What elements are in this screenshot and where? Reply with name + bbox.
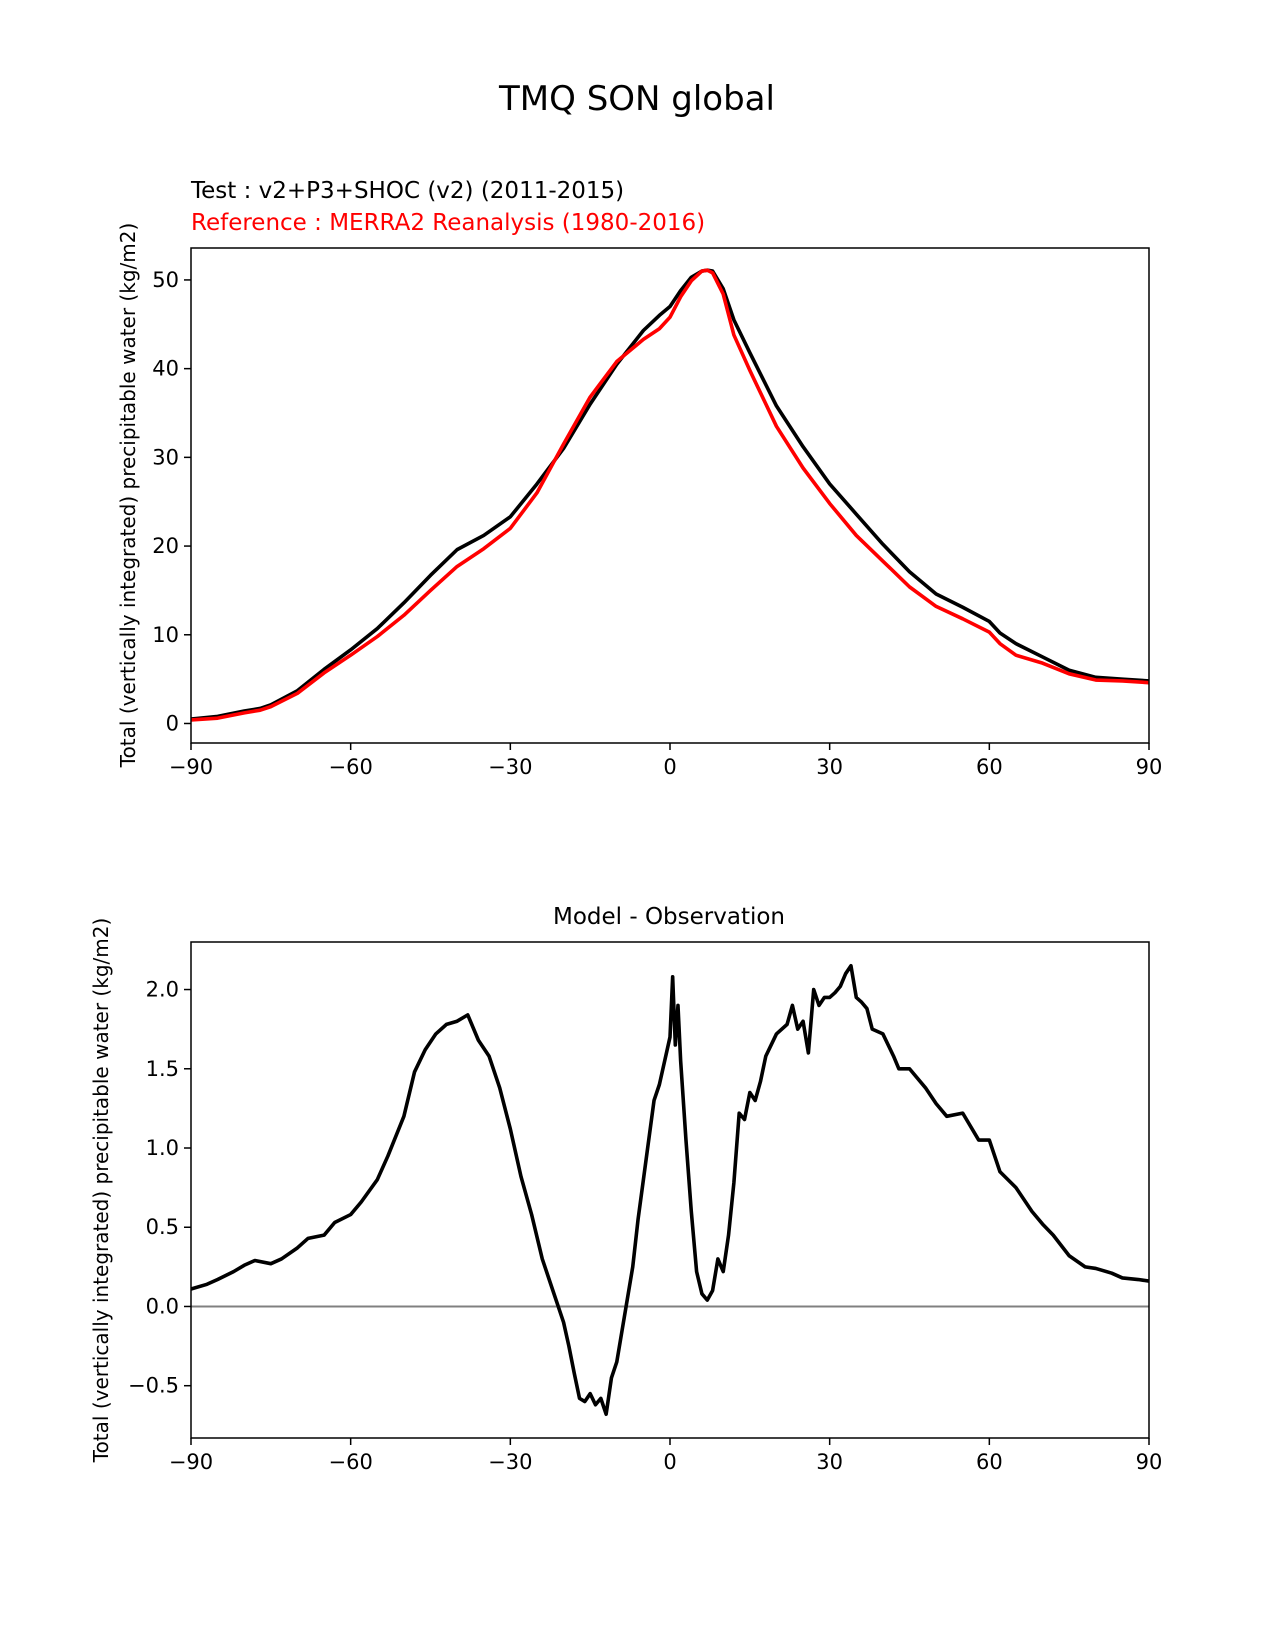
bottom-ylabel: Total (vertically integrated) precipitab…	[89, 918, 113, 1464]
y-tick-label: 10	[152, 623, 179, 647]
top-ylabel: Total (vertically integrated) precipitab…	[116, 223, 140, 769]
top-chart: Test : v2+P3+SHOC (v2) (2011-2015) Refer…	[116, 178, 1162, 779]
x-tick-label: 60	[976, 1450, 1003, 1474]
figure-suptitle: TMQ SON global	[498, 79, 775, 119]
series-line-test	[191, 268, 1149, 721]
bottom-plot-area: −90 −60 −30 0 30 60 90 −0.5 0.0 0.5 1.0 1.5 2.0	[128, 941, 1163, 1474]
x-tick-label: 0	[663, 1450, 676, 1474]
y-tick-label: 2.0	[146, 978, 179, 1002]
y-tick-label: 20	[152, 534, 179, 558]
x-tick-label: −90	[169, 1450, 213, 1474]
x-tick-label: −60	[329, 755, 373, 779]
y-tick-label: 30	[152, 445, 179, 469]
x-tick-label: −60	[329, 1450, 373, 1474]
x-tick-label: 90	[1136, 1450, 1163, 1474]
series-line-reference	[191, 268, 1149, 722]
x-tick-label: 60	[976, 755, 1003, 779]
x-tick-label: 90	[1136, 755, 1163, 779]
series-line-model-observation	[191, 963, 1149, 1417]
x-tick-label: −30	[488, 1450, 532, 1474]
x-tick-label: −90	[169, 755, 213, 779]
y-tick-label: 0.0	[146, 1294, 179, 1318]
y-tick-label: 0.5	[146, 1215, 179, 1239]
x-tick-label: 0	[663, 755, 676, 779]
y-tick-label: 1.0	[146, 1136, 179, 1160]
bottom-title: Model - Observation	[553, 904, 785, 930]
bottom-chart: Model - Observation Total (vertically in…	[89, 904, 1162, 1474]
legend-test-label: Test : v2+P3+SHOC (v2) (2011-2015)	[190, 178, 624, 204]
x-tick-label: 30	[816, 755, 843, 779]
x-tick-label: −30	[488, 755, 532, 779]
y-tick-label: 50	[152, 268, 179, 292]
top-plot-area: −90 −60 −30 0 30 60 90 0 10 20 30 40 50	[152, 247, 1163, 779]
legend-reference-label: Reference : MERRA2 Reanalysis (1980-2016…	[191, 210, 705, 236]
y-tick-label: −0.5	[128, 1374, 179, 1398]
y-tick-label: 0	[166, 711, 179, 735]
y-tick-label: 40	[152, 357, 179, 381]
x-tick-label: 30	[816, 1450, 843, 1474]
axes-frame	[190, 247, 1150, 744]
y-tick-label: 1.5	[146, 1057, 179, 1081]
